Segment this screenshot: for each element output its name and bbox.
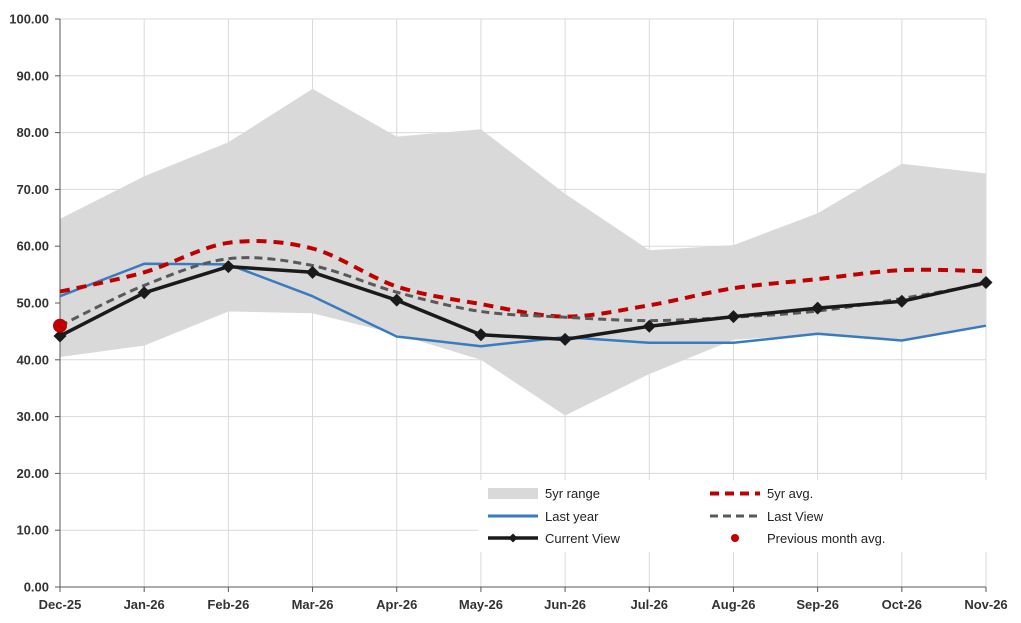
current-view-point — [137, 286, 151, 300]
y-tick-label: 30.00 — [16, 409, 49, 424]
y-tick-label: 10.00 — [16, 523, 49, 538]
legend-label-5yr-avg: 5yr avg. — [767, 486, 813, 501]
x-tick-label: Aug-26 — [711, 597, 755, 612]
y-tick-label: 40.00 — [16, 352, 49, 367]
lines-layer — [59, 239, 987, 348]
current-view-point — [221, 260, 235, 274]
x-tick-label: Jul-26 — [630, 597, 668, 612]
range-layer — [60, 88, 986, 416]
y-tick-label: 80.00 — [16, 125, 49, 140]
y-tick-label: 90.00 — [16, 68, 49, 83]
range-band-5yr — [60, 88, 986, 416]
y-tick-label: 0.00 — [24, 580, 49, 595]
current-view-point — [53, 329, 67, 343]
legend-label-last-year: Last year — [545, 509, 599, 524]
y-tick-labels: 0.00 10.00 20.00 30.00 40.00 50.00 60.00 70.00 8… — [9, 12, 49, 595]
y-tick-label: 60.00 — [16, 239, 49, 254]
x-tick-label: Apr-26 — [376, 597, 417, 612]
series-line-5yr-avg — [59, 239, 987, 319]
y-tick-label: 70.00 — [16, 182, 49, 197]
legend-label-current-view: Current View — [545, 531, 621, 546]
current-view-point — [306, 265, 320, 279]
current-view-point — [979, 276, 993, 290]
series-line-last-view — [59, 256, 987, 328]
series-line-last-year — [59, 262, 987, 348]
x-tick-label: Nov-26 — [964, 597, 1007, 612]
legend-label-last-view: Last View — [767, 509, 824, 524]
legend-swatch-5yr-range — [488, 488, 538, 499]
x-tick-label: Dec-25 — [39, 597, 82, 612]
y-tick-label: 20.00 — [16, 466, 49, 481]
x-tick-labels: Dec-25 Jan-26 Feb-26 Mar-26 Apr-26 May-26 Jun-… — [39, 597, 1008, 612]
x-tick-label: Jun-26 — [544, 597, 586, 612]
y-tick-label: 100.00 — [9, 12, 49, 27]
current-view-point — [642, 319, 656, 333]
legend-swatch-previous-month-avg — [731, 534, 739, 542]
y-tick-label: 50.00 — [16, 296, 49, 311]
current-view-point — [811, 301, 825, 315]
markers-layer — [53, 260, 993, 346]
legend-label-5yr-range: 5yr range — [545, 486, 600, 501]
current-view-point — [895, 294, 909, 308]
current-view-point — [390, 293, 404, 307]
legend-swatch-current-view-marker — [508, 533, 518, 543]
legend-label-previous-month-avg: Previous month avg. — [767, 531, 886, 546]
x-tick-label: Feb-26 — [207, 597, 249, 612]
current-view-point — [726, 310, 740, 324]
x-tick-label: Jan-26 — [124, 597, 165, 612]
x-tick-label: Oct-26 — [882, 597, 922, 612]
axes — [55, 18, 987, 592]
x-tick-label: Sep-26 — [796, 597, 839, 612]
series-line-current-view — [59, 264, 987, 342]
x-tick-label: Mar-26 — [292, 597, 334, 612]
previous-month-avg-point — [53, 318, 67, 333]
legend: 5yr range 5yr avg. Last year Last View C… — [478, 480, 988, 552]
x-tick-label: May-26 — [459, 597, 503, 612]
current-view-point — [474, 328, 488, 342]
current-view-point — [558, 332, 572, 346]
